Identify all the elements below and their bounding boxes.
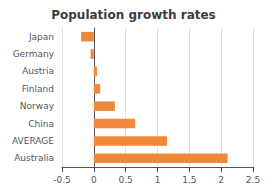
svg-text:Japan: Japan (28, 32, 54, 42)
svg-text:Population growth rates: Population growth rates (51, 8, 216, 22)
svg-text:2: 2 (218, 175, 224, 185)
svg-text:0.5: 0.5 (119, 175, 133, 185)
svg-text:1.5: 1.5 (182, 175, 196, 185)
svg-text:1: 1 (155, 175, 161, 185)
svg-text:China: China (28, 119, 54, 129)
svg-text:Norway: Norway (20, 101, 55, 111)
svg-text:Germany: Germany (13, 49, 55, 59)
svg-text:Austria: Austria (22, 66, 54, 76)
svg-text:Finland: Finland (22, 84, 54, 94)
svg-text:-0.5: -0.5 (53, 175, 71, 185)
svg-text:2.5: 2.5 (246, 175, 260, 185)
svg-text:Australia: Australia (14, 153, 54, 163)
svg-text:0: 0 (91, 175, 97, 185)
svg-text:AVERAGE: AVERAGE (12, 136, 54, 146)
